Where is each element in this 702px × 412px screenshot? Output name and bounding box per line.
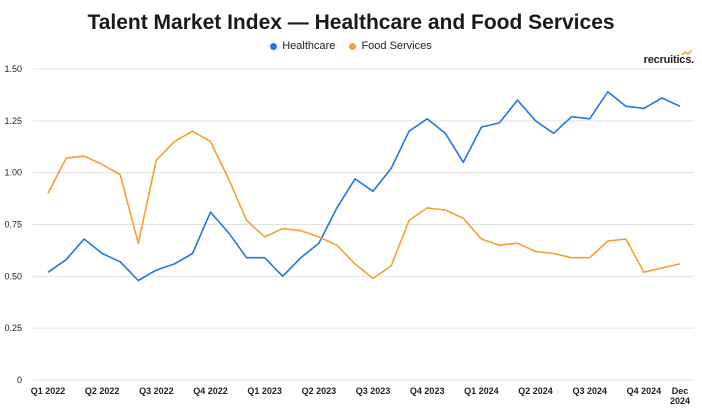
legend-marker-healthcare: [270, 42, 278, 50]
x-tick-label: Q3 2023: [356, 386, 391, 396]
legend-item-healthcare: Healthcare: [270, 40, 335, 52]
x-tick-label: Q1 2023: [247, 386, 282, 396]
legend-label-food-services: Food Services: [361, 40, 432, 52]
y-tick-label: 1.00: [4, 168, 22, 178]
chart-title: Talent Market Index — Healthcare and Foo…: [87, 11, 615, 34]
y-tick-label: 0.50: [4, 271, 22, 281]
x-tick-label: Q1 2024: [464, 386, 499, 396]
y-tick-label: 1.50: [4, 64, 22, 74]
y-tick-label: 0.75: [4, 220, 22, 230]
legend: Healthcare Food Services: [0, 40, 702, 52]
legend-marker-food-services: [349, 42, 357, 50]
x-tick-label: Q1 2022: [31, 386, 66, 396]
series-line-food-services: [47, 130, 681, 280]
x-tick-label: Q3 2022: [139, 386, 174, 396]
y-tick-label: 1.25: [4, 116, 22, 126]
series-line-healthcare: [47, 91, 681, 282]
y-tick-label: 0.25: [4, 323, 22, 333]
legend-item-food-services: Food Services: [349, 40, 432, 52]
x-tick-label: Q4 2024: [627, 386, 662, 396]
x-tick-label: Q2 2024: [518, 386, 553, 396]
y-tick-label: 0: [17, 375, 22, 385]
brand-logo-mark: [682, 50, 692, 56]
x-tick-label: Q4 2022: [193, 386, 228, 396]
x-tick-label: Dec 2024: [670, 386, 690, 406]
legend-label-healthcare: Healthcare: [282, 40, 336, 52]
x-tick-label: Q2 2023: [302, 386, 337, 396]
x-tick-label: Q3 2024: [572, 386, 607, 396]
x-tick-label: Q2 2022: [85, 386, 120, 396]
x-tick-label: Q4 2023: [410, 386, 445, 396]
brand-logo: recruitics.: [643, 54, 695, 66]
